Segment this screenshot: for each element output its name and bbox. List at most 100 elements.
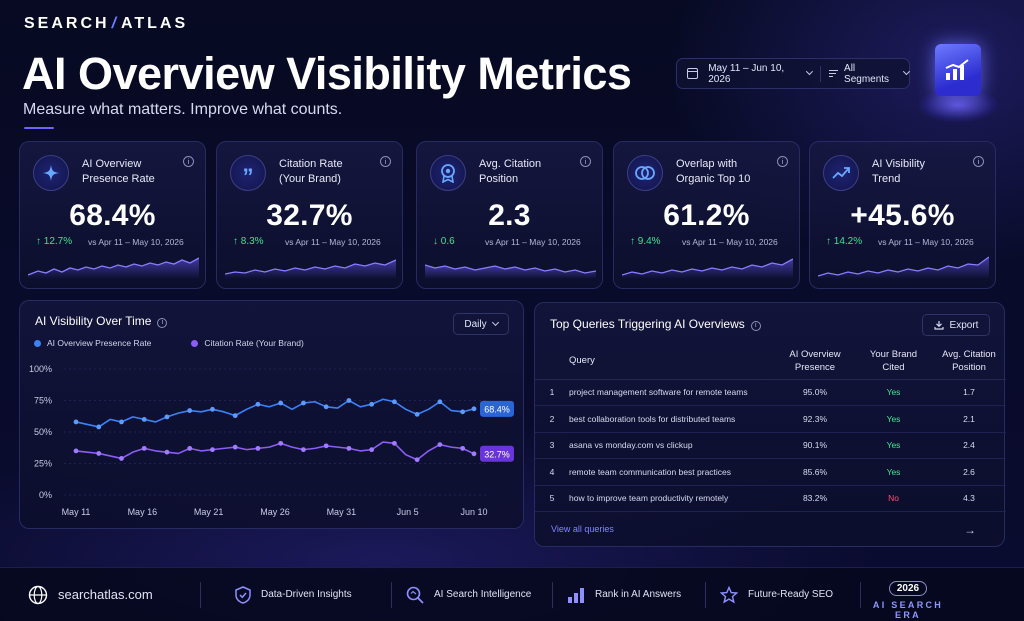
data-point bbox=[141, 417, 147, 422]
table-row[interactable]: 1 project management software for remote … bbox=[535, 379, 1006, 406]
visibility-line-chart: 100% 75% 50% 25% 0% May 11 May 16 May 21 May 26 M… bbox=[29, 364, 514, 517]
kpi-compare-period: vs Apr 11 – May 10, 2026 bbox=[682, 237, 778, 247]
globe-icon bbox=[28, 585, 48, 604]
data-point bbox=[210, 406, 215, 412]
query-presence: 90.1% bbox=[775, 432, 855, 459]
data-point bbox=[460, 409, 466, 415]
footer-feature-rank: Rank in AI Answers bbox=[567, 587, 705, 603]
info-icon[interactable]: i bbox=[777, 156, 788, 167]
col-header-cited[interactable]: Your Brand Cited bbox=[855, 343, 932, 380]
footer-site[interactable]: searchatlas.com bbox=[28, 585, 200, 605]
kpi-label: AI Visibility Trend bbox=[872, 158, 925, 185]
view-all-queries-link[interactable]: View all queries bbox=[551, 524, 614, 534]
col-header-presence[interactable]: AI Overview Presence bbox=[775, 343, 855, 380]
data-point bbox=[119, 456, 124, 461]
query-presence: 95.0% bbox=[775, 379, 855, 406]
legend-item[interactable]: AI Overview Presence Rate bbox=[34, 338, 151, 348]
sparkline bbox=[622, 258, 793, 279]
data-point bbox=[437, 442, 443, 447]
era-badge: 2026 AI SEARCH ERA bbox=[858, 578, 958, 620]
calendar-icon[interactable] bbox=[687, 68, 699, 79]
kpi-compare-period: vs Apr 11 – May 10, 2026 bbox=[285, 237, 381, 247]
sparkline bbox=[225, 259, 396, 279]
divider bbox=[705, 581, 706, 608]
chevron-down-icon[interactable] bbox=[806, 68, 813, 75]
arrow-right-icon[interactable]: → bbox=[964, 523, 976, 537]
data-point bbox=[255, 401, 261, 407]
filter-icon[interactable] bbox=[828, 69, 839, 78]
data-point bbox=[232, 413, 238, 419]
divider bbox=[552, 581, 553, 608]
queries-table: Query AI Overview Presence Your Brand Cite… bbox=[535, 343, 1006, 512]
data-point bbox=[141, 445, 147, 451]
divider bbox=[819, 65, 821, 82]
data-point bbox=[346, 398, 352, 403]
query-rank: 4 bbox=[535, 458, 569, 486]
kpi-label: Avg. Citation Position bbox=[479, 158, 542, 185]
y-tick-label: 100% bbox=[29, 364, 52, 374]
brand-logo: SEARCH / ATLAS bbox=[24, 15, 188, 33]
query-position: 2.6 bbox=[932, 458, 1006, 486]
legend-dot bbox=[191, 340, 199, 347]
table-row[interactable]: 5 how to improve team productivity remote… bbox=[535, 485, 1006, 512]
info-icon[interactable]: i bbox=[750, 321, 761, 331]
kpi-compare-period: vs Apr 11 – May 10, 2026 bbox=[485, 237, 581, 247]
footer-feature-future-ready: Future-Ready SEO bbox=[720, 585, 858, 604]
kpi-compare-period: vs Apr 11 – May 10, 2026 bbox=[878, 237, 974, 247]
date-range-select[interactable]: May 11 – Jun 10, 2026 bbox=[708, 62, 785, 85]
data-point bbox=[73, 419, 79, 425]
end-value-badge bbox=[480, 400, 514, 417]
end-value-label: 68.4% bbox=[484, 404, 510, 414]
kpi-card-citation-rate: ” Citation Rate (Your Brand) i 32.7% ↑ 8.… bbox=[216, 141, 403, 289]
query-rank: 2 bbox=[535, 405, 569, 433]
data-point bbox=[96, 424, 102, 430]
footer-feature-data-driven: Data-Driven Insights bbox=[235, 585, 391, 604]
table-row[interactable]: 4 remote team communication best practice… bbox=[535, 458, 1006, 486]
kpi-compare-period: vs Apr 11 – May 10, 2026 bbox=[88, 237, 184, 247]
data-point bbox=[471, 406, 477, 412]
kpi-change: ↑ 12.7% bbox=[36, 236, 73, 247]
date-segment-filter: May 11 – Jun 10, 2026 All Segments bbox=[676, 58, 911, 89]
shield-check-icon bbox=[235, 585, 251, 604]
chevron-down-icon[interactable] bbox=[903, 68, 911, 75]
end-value-badge bbox=[480, 445, 514, 462]
table-row[interactable]: 2 best collaboration tools for distribute… bbox=[535, 405, 1006, 433]
query-text: project management software for remote t… bbox=[569, 379, 775, 406]
kpi-change: ↓ 0.6 bbox=[433, 236, 455, 247]
sparkle-icon bbox=[33, 155, 69, 191]
kpi-value: 61.2% bbox=[663, 199, 750, 232]
kpi-change: ↑ 14.2% bbox=[826, 236, 863, 247]
info-icon[interactable]: i bbox=[183, 156, 194, 167]
overlap-circles-icon bbox=[627, 155, 663, 191]
panel-title: AI Visibility Over Time i bbox=[35, 314, 168, 328]
series-line bbox=[75, 441, 475, 461]
magnifier-icon bbox=[406, 586, 424, 604]
info-icon[interactable]: i bbox=[580, 156, 591, 167]
query-presence: 83.2% bbox=[775, 485, 855, 512]
info-icon[interactable]: i bbox=[973, 156, 984, 167]
kpi-value: 68.4% bbox=[69, 199, 156, 232]
info-icon[interactable]: i bbox=[157, 318, 168, 328]
info-icon[interactable]: i bbox=[380, 156, 391, 167]
y-tick-label: 0% bbox=[39, 490, 52, 500]
kpi-card-avg-citation-position: Avg. Citation Position i 2.3 ↓ 0.6 vs Apr… bbox=[416, 141, 603, 289]
table-row[interactable]: 3 asana vs monday.com vs clickup 90.1% Yes 2… bbox=[535, 432, 1006, 459]
col-header-query[interactable]: Query bbox=[569, 343, 775, 380]
chart-legend: AI Overview Presence Rate Citation Rate … bbox=[34, 338, 304, 348]
divider bbox=[200, 581, 201, 608]
export-button[interactable]: Export bbox=[922, 314, 990, 336]
data-point bbox=[164, 414, 170, 420]
query-text: asana vs monday.com vs clickup bbox=[569, 432, 775, 459]
query-cited: No bbox=[855, 485, 932, 512]
legend-item[interactable]: Citation Rate (Your Brand) bbox=[191, 338, 304, 348]
brand-separator: / bbox=[111, 15, 120, 32]
segments-select[interactable]: All Segments bbox=[844, 62, 890, 85]
data-point bbox=[96, 451, 102, 456]
query-rank: 1 bbox=[535, 379, 569, 406]
data-point bbox=[414, 411, 420, 417]
col-header-position[interactable]: Avg. Citation Position bbox=[932, 343, 1006, 380]
data-point bbox=[278, 440, 284, 446]
granularity-select[interactable]: Daily bbox=[453, 313, 509, 335]
award-icon bbox=[430, 155, 466, 191]
visibility-over-time-panel: AI Visibility Over Time i Daily AI Overvi… bbox=[19, 300, 524, 529]
